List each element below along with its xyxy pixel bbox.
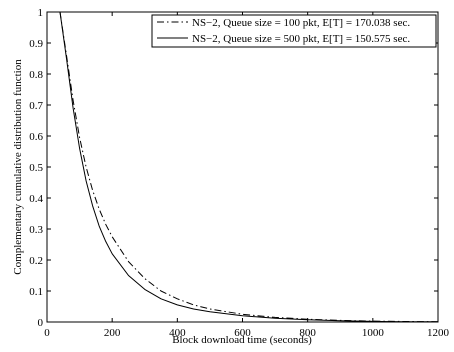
legend-label-queue-500: NS−2, Queue size = 500 pkt, E[T] = 150.5…: [192, 33, 410, 45]
x-tick-label: 600: [234, 327, 251, 339]
y-tick-label: 0.3: [29, 224, 43, 236]
y-tick-label: 0.5: [29, 162, 43, 174]
legend-box: [151, 14, 437, 48]
x-tick-label: 800: [299, 327, 316, 339]
x-tick-label: 1200: [427, 327, 450, 339]
chart-legend: NS−2, Queue size = 100 pkt, E[T] = 170.0…: [151, 14, 437, 48]
plot-area-frame: [46, 11, 439, 323]
y-tick-label: 0: [38, 317, 44, 329]
y-tick-label: 1: [38, 7, 44, 19]
x-tick-label: 400: [169, 327, 186, 339]
y-tick-label: 0.9: [29, 38, 43, 50]
y-tick-label: 0.7: [29, 100, 43, 112]
series-line-queue-500: [59, 11, 439, 323]
y-axis-label: Complementary cumulative distribution fu…: [12, 59, 24, 275]
series-lines: [59, 11, 439, 323]
y-tick-label: 0.8: [29, 69, 43, 81]
series-line-queue-100: [59, 11, 439, 323]
legend-label-queue-100: NS−2, Queue size = 100 pkt, E[T] = 170.0…: [192, 17, 410, 29]
x-tick-label: 1000: [362, 327, 385, 339]
y-tick-label: 0.2: [29, 255, 43, 267]
x-tick-label: 200: [104, 327, 121, 339]
y-tick-label: 0.4: [29, 193, 43, 205]
x-axis-label: Block download time (seconds): [172, 334, 312, 346]
x-tick-label: 0: [44, 327, 50, 339]
y-tick-label: 0.1: [29, 286, 43, 298]
y-tick-label: 0.6: [29, 131, 43, 143]
axis-ticks: 0 200 400 600 800 1000 1200 0 0.1 0.2 0.3 0.4 0.5 0.6…: [29, 7, 449, 339]
